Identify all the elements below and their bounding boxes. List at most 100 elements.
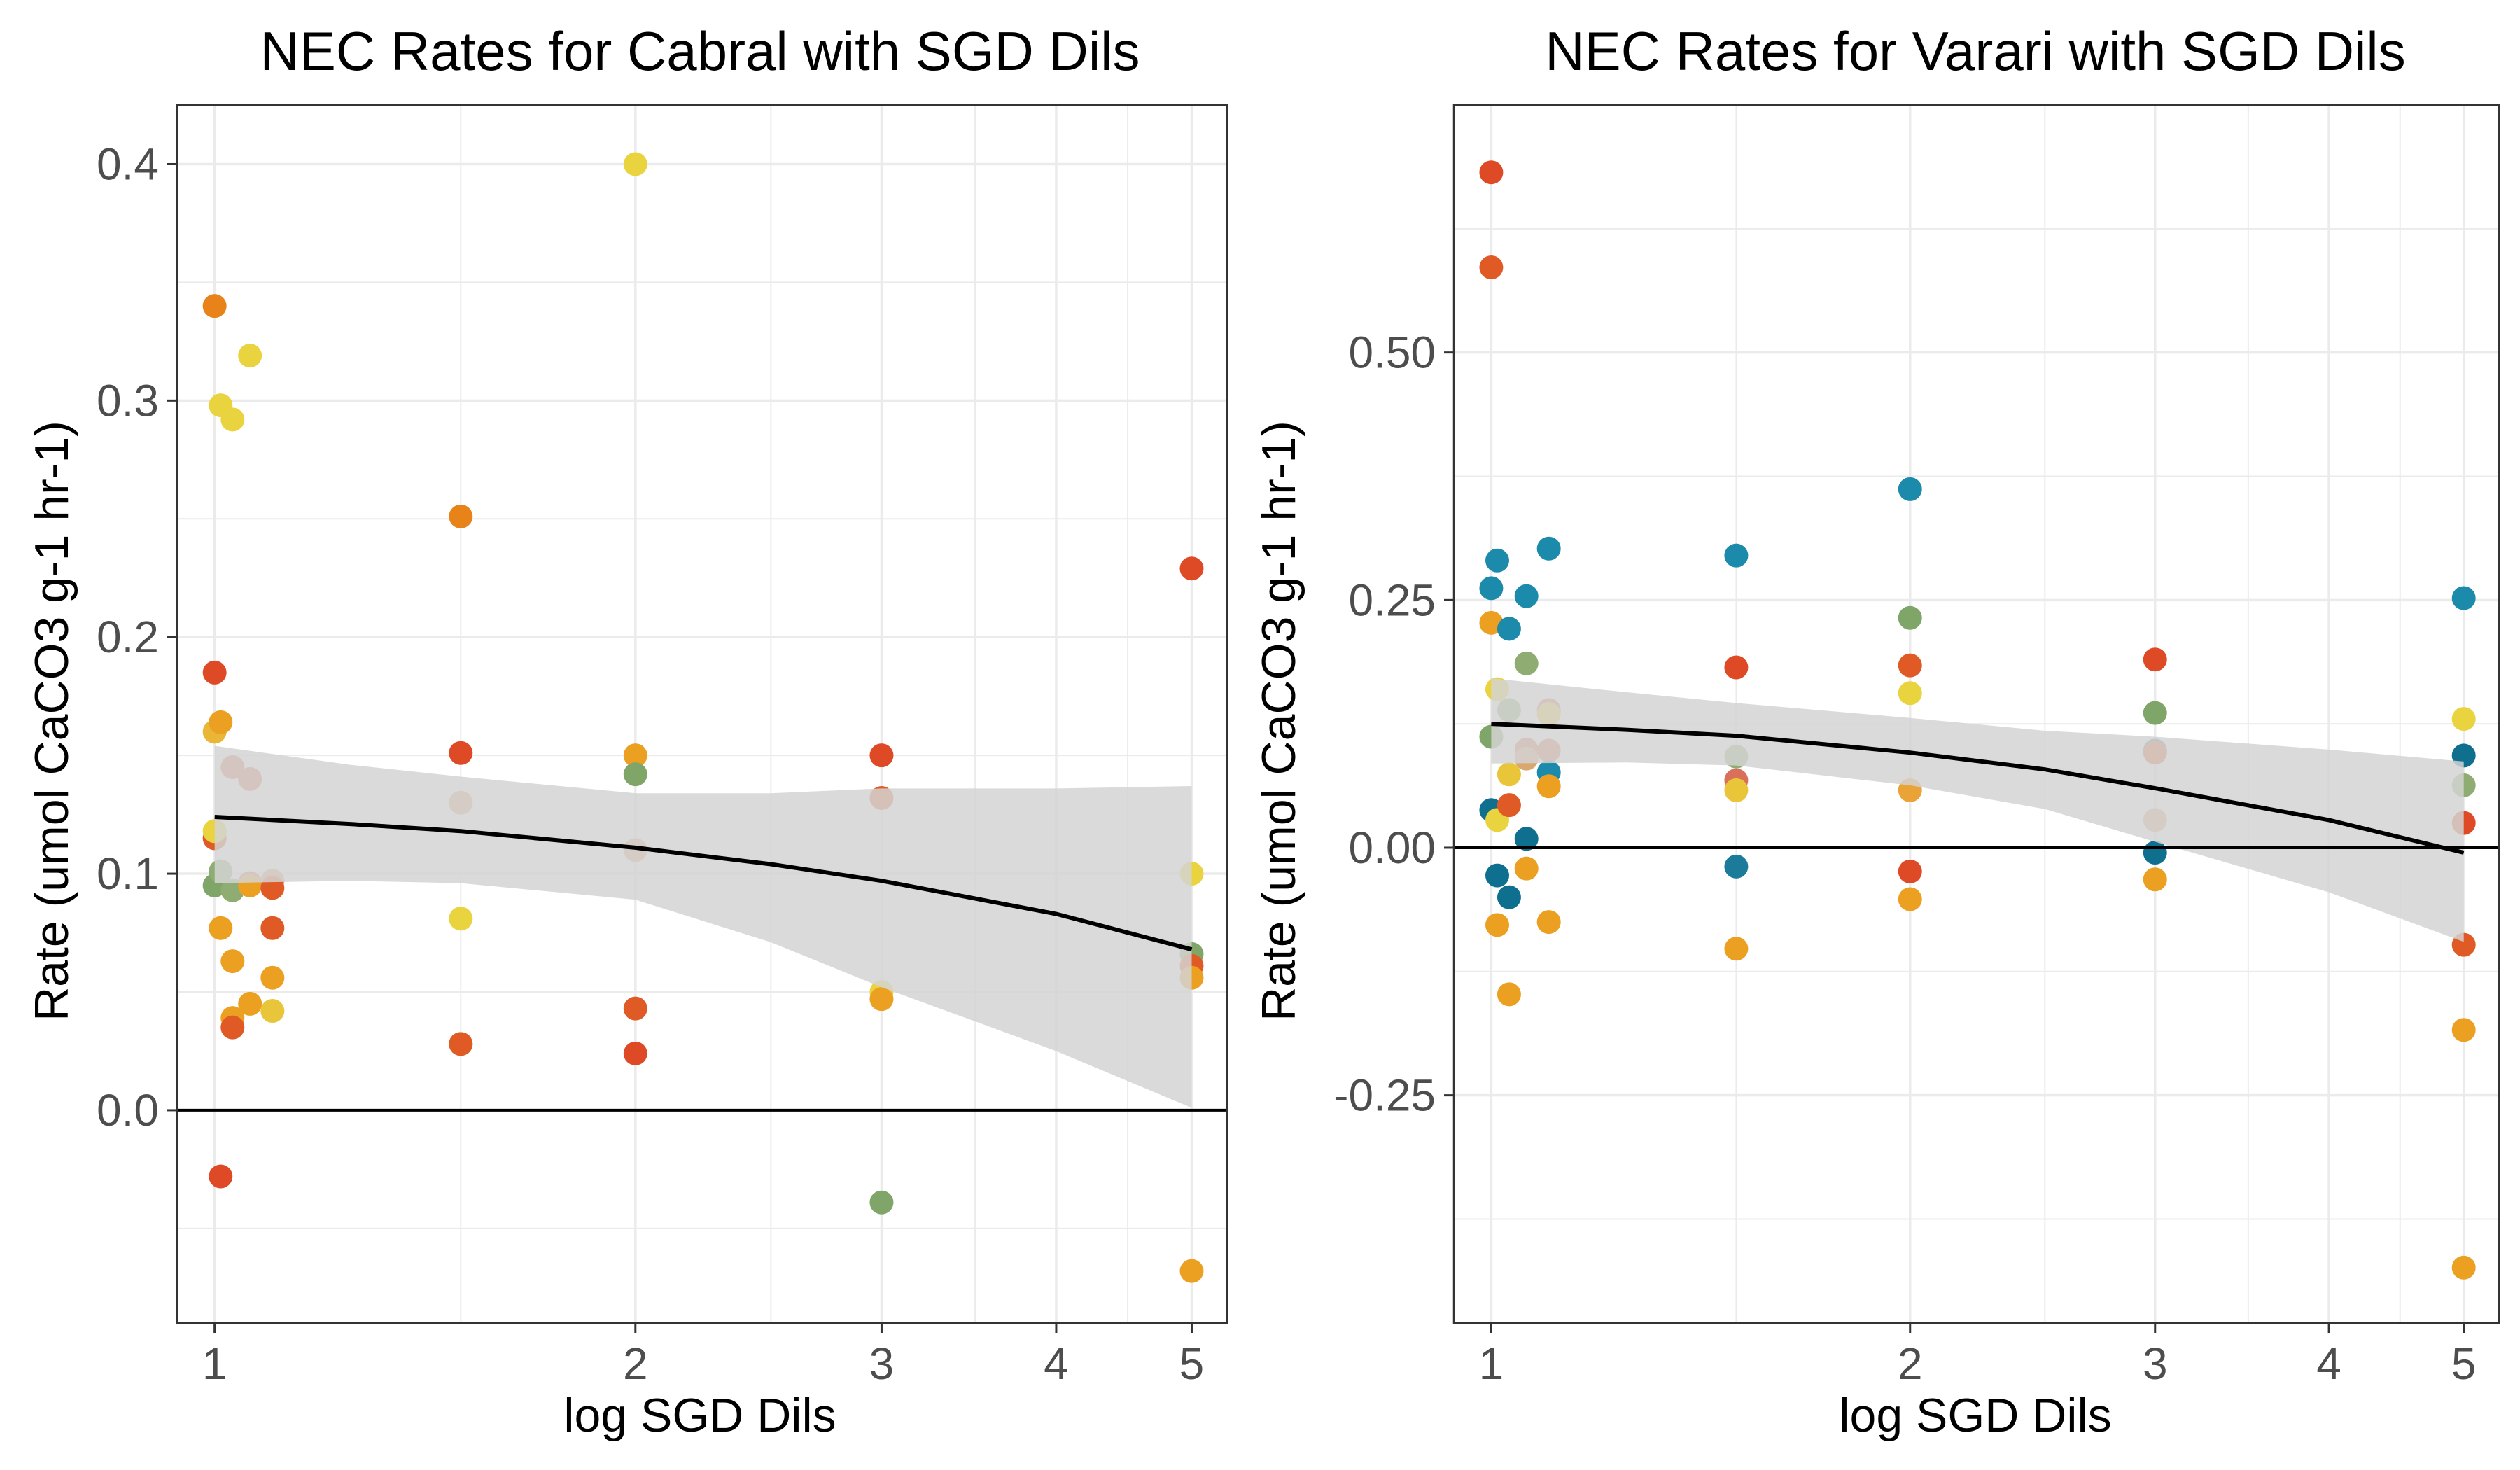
chart-varari-data-point — [2451, 1255, 2476, 1280]
chart-cabral-data-point — [1180, 556, 1204, 581]
chart-varari-data-point — [1898, 477, 1922, 501]
chart-varari-data-point — [2143, 867, 2167, 892]
chart-cabral-data-point — [623, 1041, 648, 1065]
chart-cabral-data-point — [623, 996, 648, 1021]
chart-cabral-panel-border — [176, 104, 1228, 1324]
chart-varari-data-point — [1898, 887, 1922, 911]
chart-cabral-data-point — [449, 1032, 473, 1056]
chart-cabral-x-axis-ticks: 1 2 3 4 5 — [202, 1323, 1204, 1389]
chart-cabral-y-tick-label: 0.1 — [97, 848, 159, 899]
chart-cabral-data-point — [209, 916, 233, 940]
chart-varari-x-axis-ticks: 1 2 3 4 5 — [1479, 1323, 2477, 1389]
chart-varari-data-point — [1497, 885, 1521, 909]
chart-varari-y-tick-label: -0.25 — [1334, 1070, 1436, 1121]
chart-varari-data-point — [1536, 774, 1561, 799]
chart-varari-data-point — [2143, 841, 2167, 865]
chart-cabral-data-point — [869, 987, 894, 1011]
chart-cabral-y-axis-ticks: 0.0 0.1 0.2 0.3 0.4 — [97, 139, 177, 1135]
chart-cabral-data-point — [202, 294, 227, 318]
chart-cabral-y-tick-label: 0.2 — [97, 612, 159, 662]
chart-varari-x-axis-label: log SGD Dils — [1839, 1389, 2111, 1442]
chart-cabral-data-point — [220, 1015, 245, 1040]
chart-varari-data-point — [1497, 762, 1521, 787]
chart-varari-x-tick-label: 5 — [2451, 1338, 2477, 1389]
chart-varari-data-point — [1898, 681, 1922, 706]
chart-cabral-y-tick-label: 0.0 — [97, 1085, 159, 1135]
chart-varari-fit-line — [1491, 722, 2465, 855]
chart-cabral-x-tick-label: 1 — [202, 1338, 227, 1389]
chart-varari-title: NEC Rates for Varari with SGD Dils — [1545, 20, 2406, 82]
chart-varari-data-point — [1724, 655, 1749, 680]
chart-cabral-data-point — [449, 741, 473, 765]
chart-varari-data-point — [1724, 854, 1749, 878]
chart-cabral-data-point — [260, 965, 285, 990]
chart-varari-y-axis-label: Rate (umol CaCO3 g-1 hr-1) — [1252, 421, 1306, 1021]
chart-varari-data-point — [1898, 859, 1922, 883]
chart-cabral-y-tick-label: 0.3 — [97, 375, 159, 426]
chart-varari-data-point — [1514, 651, 1539, 676]
chart-varari-data-point — [1485, 913, 1510, 937]
chart-cabral-fit-line — [214, 815, 1193, 952]
chart-varari-x-tick-label: 1 — [1479, 1338, 1504, 1389]
chart-cabral-data-point — [260, 999, 285, 1023]
chart-cabral-data-point — [220, 407, 245, 432]
chart-cabral-x-tick-label: 5 — [1180, 1338, 1205, 1389]
chart-cabral-x-tick-label: 2 — [623, 1338, 648, 1389]
chart-varari-data-point — [1514, 856, 1539, 881]
chart-varari-data-point — [1898, 653, 1922, 678]
chart-varari-data-point — [1536, 910, 1561, 934]
chart-varari-data-point — [1514, 827, 1539, 851]
chart-cabral-data-point — [238, 991, 262, 1016]
chart-varari-data-point — [1898, 606, 1922, 630]
chart-cabral-data-point — [449, 504, 473, 528]
chart-varari-plot: 1 2 3 4 5 -0.25 0.00 0.25 0.50 — [1334, 104, 2500, 1389]
chart-cabral-plot: 1 2 3 4 5 0.0 0.1 0.2 0.3 0.4 — [97, 104, 1228, 1389]
chart-varari-y-tick-label: 0.25 — [1348, 575, 1436, 625]
chart-varari-data-point — [2451, 1018, 2476, 1042]
chart-cabral-data-point — [238, 344, 262, 368]
chart-cabral-x-tick-label: 4 — [1044, 1338, 1069, 1389]
chart-varari-y-tick-label: 0.50 — [1348, 328, 1436, 378]
chart-varari-x-tick-label: 2 — [1898, 1338, 1923, 1389]
chart-varari-data-point — [1514, 584, 1539, 608]
chart-cabral-data-point — [869, 743, 894, 768]
chart-cabral-data-point — [869, 1190, 894, 1214]
chart-varari-data-point — [1497, 793, 1521, 818]
chart-cabral-data-point — [449, 906, 473, 931]
chart-varari-data-point — [2143, 648, 2167, 672]
chart-cabral-data-point — [623, 743, 648, 768]
chart-varari-y-tick-label: 0.00 — [1348, 822, 1436, 873]
chart-varari-data-point — [1536, 536, 1561, 561]
chart-cabral-data-point — [209, 710, 233, 734]
chart-varari-x-tick-label: 3 — [2143, 1338, 2168, 1389]
chart-varari-confidence-band — [1491, 678, 2464, 942]
chart-varari-data-point — [1485, 548, 1510, 573]
chart-cabral-x-tick-label: 3 — [869, 1338, 895, 1389]
chart-varari-data-point — [1724, 778, 1749, 802]
chart-cabral-data-point — [220, 949, 245, 974]
chart-varari-data-point — [2451, 707, 2476, 732]
chart-cabral-x-axis-label: log SGD Dils — [564, 1389, 836, 1442]
chart-cabral-y-axis-label: Rate (umol CaCO3 g-1 hr-1) — [25, 421, 78, 1021]
chart-varari: NEC Rates for Varari with SGD Dils 1 2 3 4 5… — [1252, 20, 2500, 1442]
chart-varari-data-point — [1479, 576, 1504, 601]
chart-varari-data-point — [1497, 982, 1521, 1007]
chart-cabral-data-point — [209, 1164, 233, 1189]
chart-cabral-y-tick-label: 0.4 — [97, 139, 159, 189]
chart-varari-data-point — [1479, 610, 1504, 635]
chart-cabral-title: NEC Rates for Cabral with SGD Dils — [260, 20, 1140, 82]
chart-varari-data-point — [1724, 937, 1749, 961]
chart-cabral-panel-background — [177, 105, 1227, 1323]
chart-varari-data-point — [1724, 543, 1749, 568]
chart-varari-x-tick-label: 4 — [2316, 1338, 2342, 1389]
chart-cabral-data-point — [202, 660, 227, 685]
chart-cabral-data-point — [1180, 1259, 1204, 1283]
chart-varari-data-point — [2143, 701, 2167, 725]
chart-varari-data-point — [1485, 863, 1510, 888]
chart-varari-panel-border — [1452, 104, 2500, 1324]
chart-cabral-data-point — [623, 762, 648, 787]
chart-cabral: NEC Rates for Cabral with SGD Dils 1 2 3 4 5… — [25, 20, 1228, 1442]
chart-varari-data-point — [2451, 586, 2476, 610]
chart-cabral-data-point — [623, 152, 648, 176]
